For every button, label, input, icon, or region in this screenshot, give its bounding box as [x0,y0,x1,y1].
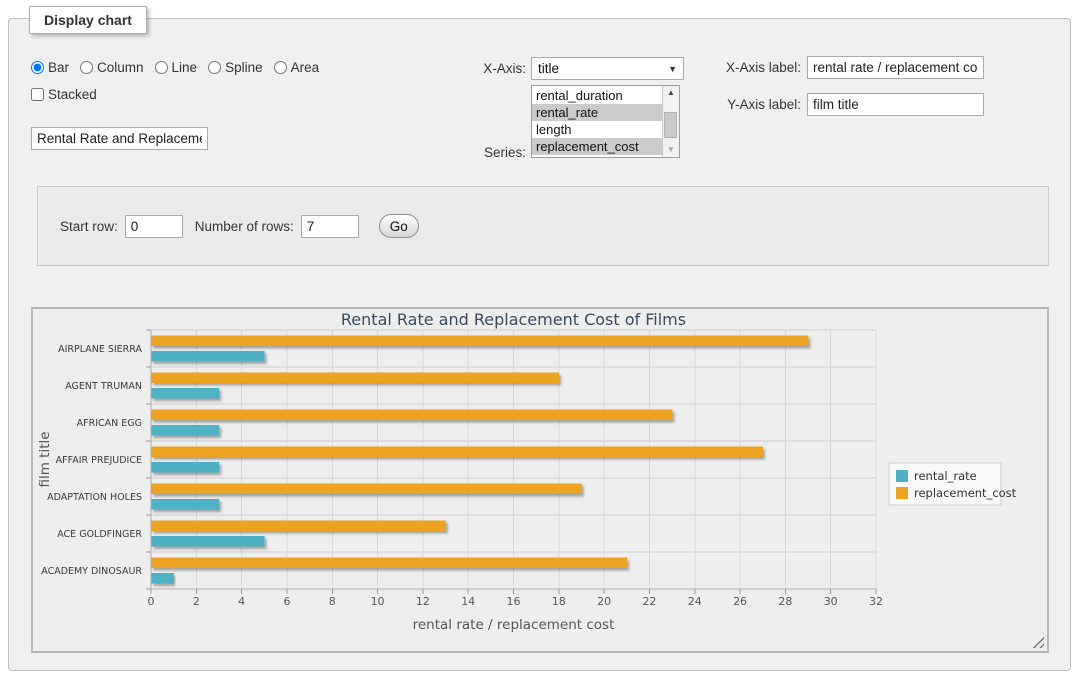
stacked-checkbox-row[interactable]: Stacked [31,87,97,102]
x-tick-label: 10 [371,595,385,608]
radio-option-column[interactable]: Column [80,60,144,75]
num-rows-label: Number of rows: [195,219,294,234]
x-tick-label: 22 [642,595,656,608]
radio-label-line: Line [172,60,198,75]
bar-rental_rate [152,536,265,547]
radio-option-bar[interactable]: Bar [31,60,69,75]
column-radio[interactable] [80,61,93,74]
x-tick-label: 24 [688,595,702,608]
bar-rental_rate [152,351,265,362]
chart-svg: AIRPLANE SIERRA AGENT TRUMAN AFRICAN EGG AF… [33,309,1047,651]
x-tick-label: 26 [733,595,747,608]
y-axis-label-field-label: Y-Axis label: [701,97,801,112]
x-tick-label: 20 [597,595,611,608]
y-axis-label-input[interactable] [807,93,984,116]
bar-rental_rate [152,462,220,473]
bar-rental_rate [152,388,220,399]
bar-replacement_cost [152,410,673,421]
chart-grid [146,330,876,594]
radio-option-line[interactable]: Line [155,60,198,75]
scroll-down-icon[interactable]: ▼ [663,143,679,157]
category-label: ACADEMY DINOSAUR [41,566,142,577]
chevron-down-icon: ▼ [668,64,677,74]
listbox-scrollbar[interactable]: ▲ ▼ [662,86,679,157]
series-option-rental_rate[interactable]: rental_rate [532,104,662,121]
scrollbar-thumb[interactable] [664,112,677,138]
chart-container: AIRPLANE SIERRA AGENT TRUMAN AFRICAN EGG AF… [31,307,1049,653]
chart-type-radio-group: Bar Column Line Spline Area [31,60,330,75]
area-radio[interactable] [274,61,287,74]
radio-label-area: Area [291,60,320,75]
x-tick-label: 2 [193,595,200,608]
legend-item-replacement_cost[interactable]: replacement_cost [914,486,1017,500]
category-label: AGENT TRUMAN [65,381,142,392]
x-axis-label-field-label: X-Axis label: [701,60,801,75]
spline-radio[interactable] [208,61,221,74]
chart-title-input[interactable] [31,127,208,150]
category-label: ADAPTATION HOLES [47,492,142,503]
bar-radio[interactable] [31,61,44,74]
y-axis-title: film title [37,431,53,487]
start-row-input[interactable] [125,215,183,238]
bar-replacement_cost [152,484,582,495]
bar-replacement_cost [152,373,560,384]
x-tick-label: 18 [552,595,566,608]
radio-label-bar: Bar [48,60,69,75]
series-options: rental_durationrental_ratelengthreplacem… [532,86,662,157]
bar-replacement_cost [152,521,446,532]
x-axis-title: rental rate / replacement cost [413,617,615,633]
series-label: Series: [434,145,526,160]
display-chart-fieldset: Display chart Bar Column Line Spline Are… [8,18,1071,671]
bar-rental_rate [152,573,174,584]
chart-title: Rental Rate and Replacement Cost of Film… [341,310,686,329]
series-listbox[interactable]: rental_durationrental_ratelengthreplacem… [531,85,680,158]
bar-replacement_cost [152,447,763,458]
stacked-label: Stacked [48,87,97,102]
x-tick-label: 0 [148,595,155,608]
num-rows-input[interactable] [301,215,359,238]
go-button[interactable]: Go [379,214,419,238]
x-tick-label: 16 [507,595,521,608]
start-row-label: Start row: [60,219,118,234]
x-tick-label: 30 [824,595,838,608]
category-label: AIRPLANE SIERRA [58,344,142,355]
radio-label-column: Column [97,60,144,75]
page: { "panel": { "legend_title": "Display ch… [0,0,1081,681]
chart-bars [152,336,809,584]
series-option-replacement_cost[interactable]: replacement_cost [532,138,662,155]
x-axis-select-label: X-Axis: [434,61,526,76]
series-option-rental_duration[interactable]: rental_duration [532,87,662,104]
x-axis-label-input[interactable] [807,56,984,79]
legend-swatch-replacement_cost[interactable] [896,487,908,499]
category-label: AFRICAN EGG [77,418,142,429]
row-controls-panel: Start row: Number of rows: Go [37,186,1049,266]
bar-replacement_cost [152,558,628,569]
bar-replacement_cost [152,336,809,347]
stacked-checkbox[interactable] [31,88,44,101]
x-tick-label: 14 [461,595,475,608]
x-tick-label: 4 [238,595,245,608]
panel-title: Display chart [29,6,147,34]
bar-rental_rate [152,499,220,510]
x-tick-label: 28 [778,595,792,608]
x-axis-selected-value: title [538,61,559,76]
series-option-length[interactable]: length [532,121,662,138]
category-label: AFFAIR PREJUDICE [56,455,142,466]
x-tick-label: 12 [416,595,430,608]
x-tick-label: 32 [869,595,883,608]
x-tick-label: 6 [283,595,290,608]
category-label: ACE GOLDFINGER [57,529,142,540]
scroll-up-icon[interactable]: ▲ [663,86,679,100]
x-tick-label: 8 [329,595,336,608]
radio-option-spline[interactable]: Spline [208,60,263,75]
radio-label-spline: Spline [225,60,263,75]
legend-item-rental_rate[interactable]: rental_rate [914,469,977,483]
line-radio[interactable] [155,61,168,74]
radio-option-area[interactable]: Area [274,60,320,75]
bar-rental_rate [152,425,220,436]
legend-swatch-rental_rate[interactable] [896,470,908,482]
x-axis-select[interactable]: title ▼ [531,57,684,80]
